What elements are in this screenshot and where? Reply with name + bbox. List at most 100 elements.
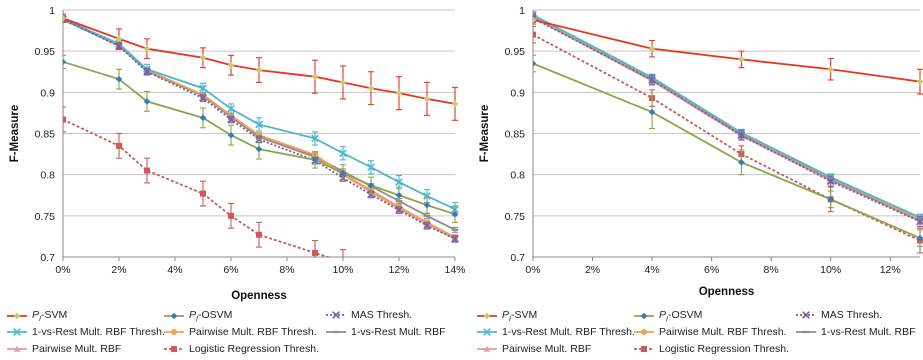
legend-label: Pairwise Mult. RBF bbox=[502, 343, 592, 355]
x-tick-label: 6% bbox=[223, 264, 238, 276]
data-point bbox=[648, 76, 656, 84]
data-point bbox=[367, 190, 375, 199]
data-point bbox=[737, 131, 746, 140]
series-line bbox=[63, 17, 456, 105]
legend-marker bbox=[13, 328, 21, 336]
legend-item: PI-SVM bbox=[476, 309, 537, 323]
data-point-stroke-b bbox=[916, 217, 923, 226]
data-point-stroke-b bbox=[143, 67, 151, 76]
data-point bbox=[227, 104, 235, 113]
y-tick-label: 0.7 bbox=[510, 252, 525, 264]
legend-marker bbox=[332, 311, 340, 319]
data-point bbox=[227, 115, 235, 124]
data-point bbox=[423, 201, 431, 209]
legend-left: PI-SVM PI-OSVM MAS Thresh. 1-vs-Rest Mult. … bbox=[6, 309, 446, 355]
legend-item: Logistic Regression Thresh. bbox=[163, 343, 319, 355]
y-tick-label: 0.85 bbox=[505, 129, 526, 141]
x-tick-label: 2% bbox=[585, 264, 600, 276]
legend-label: PI-SVM bbox=[32, 309, 68, 324]
data-point-stroke-b bbox=[227, 115, 235, 124]
legend-item: 1-vs-Rest Mult. RBF bbox=[325, 326, 446, 338]
legend-swatch bbox=[7, 312, 27, 320]
y-tick-label: 0.9 bbox=[40, 87, 55, 99]
legend-item: 1-vs-Rest Mult. RBF bbox=[795, 326, 916, 338]
data-point bbox=[63, 116, 66, 123]
legend-item: Logistic Regression Thresh. bbox=[633, 343, 789, 355]
legend-label-rest: -SVM bbox=[510, 309, 538, 321]
data-point bbox=[451, 100, 459, 108]
legend-marker-stroke-b bbox=[332, 311, 340, 319]
data-point bbox=[227, 131, 235, 139]
data-point-stroke-b bbox=[395, 206, 403, 214]
x-tick-label: 0% bbox=[55, 264, 70, 276]
y-axis-title: F-Measure bbox=[9, 105, 21, 163]
legend-label: Pairwise Mult. RBF Thresh. bbox=[189, 326, 317, 338]
data-point bbox=[199, 54, 207, 62]
y-axis-title: F-Measure bbox=[479, 105, 491, 163]
legend-label: Logistic Regression Thresh. bbox=[659, 343, 789, 355]
legend-item: 1-vs-Rest Mult. RBF Thresh. bbox=[6, 326, 165, 338]
x-tick-label: 4% bbox=[644, 264, 659, 276]
data-point-stroke-b bbox=[826, 177, 835, 186]
data-point bbox=[255, 66, 263, 74]
legend-marker bbox=[171, 329, 177, 335]
data-point-stroke-b bbox=[423, 221, 431, 230]
x-tick-label: 0% bbox=[525, 264, 540, 276]
legend-marker bbox=[483, 345, 491, 352]
legend-label-rest: -OSVM bbox=[667, 309, 703, 321]
legend-label: 1-vs-Rest Mult. RBF bbox=[821, 326, 916, 338]
x-axis-title: Openness bbox=[231, 290, 287, 302]
legend-item: Pairwise Mult. RBF Thresh. bbox=[633, 326, 787, 338]
legend-item: MAS Thresh. bbox=[325, 309, 412, 321]
series-line bbox=[63, 18, 456, 211]
data-point-stroke-b bbox=[648, 76, 656, 84]
series-7 bbox=[63, 106, 346, 257]
series-1 bbox=[533, 54, 923, 247]
data-point bbox=[311, 134, 319, 143]
legend-swatch bbox=[634, 346, 654, 352]
legend-label: PI-OSVM bbox=[659, 309, 703, 324]
plot-area bbox=[533, 11, 923, 254]
data-point bbox=[115, 75, 123, 83]
data-point bbox=[367, 84, 375, 92]
legend-marker bbox=[171, 346, 177, 352]
data-point bbox=[255, 145, 263, 153]
data-point bbox=[199, 114, 207, 122]
legend-label: PI-OSVM bbox=[189, 309, 233, 324]
data-point-stroke-b bbox=[367, 163, 375, 172]
data-point bbox=[648, 108, 656, 116]
legend-marker bbox=[13, 312, 21, 320]
legend-swatch bbox=[634, 329, 654, 335]
x-tick-label: 12% bbox=[880, 264, 901, 276]
data-point bbox=[116, 142, 122, 149]
data-point bbox=[916, 234, 923, 242]
series-line bbox=[63, 118, 331, 257]
data-point-stroke-b bbox=[395, 178, 403, 186]
legend-swatch bbox=[477, 328, 497, 336]
data-point-stroke-b bbox=[367, 190, 375, 199]
data-point bbox=[143, 67, 151, 76]
x-tick-label: 14% bbox=[444, 264, 465, 276]
data-point bbox=[115, 35, 123, 43]
series-line bbox=[63, 61, 456, 216]
legend-swatch bbox=[326, 311, 346, 319]
legend-label: Logistic Regression Thresh. bbox=[189, 343, 319, 355]
x-tick-label: 4% bbox=[167, 264, 182, 276]
x-axis-title: Openness bbox=[699, 286, 755, 298]
data-point bbox=[395, 191, 403, 199]
legend-item: PI-OSVM bbox=[163, 309, 232, 323]
legend-swatch bbox=[164, 329, 184, 335]
y-tick-label: 0.9 bbox=[510, 87, 525, 99]
data-point bbox=[311, 156, 319, 164]
data-point bbox=[228, 212, 234, 219]
data-point-stroke-b bbox=[737, 131, 746, 140]
legend-swatch bbox=[164, 312, 184, 320]
series-line bbox=[63, 18, 456, 240]
series-0 bbox=[63, 13, 459, 121]
data-point bbox=[255, 120, 263, 129]
legend-swatch bbox=[326, 330, 346, 334]
legend-marker bbox=[483, 312, 491, 320]
y-tick-label: 1 bbox=[49, 5, 55, 17]
